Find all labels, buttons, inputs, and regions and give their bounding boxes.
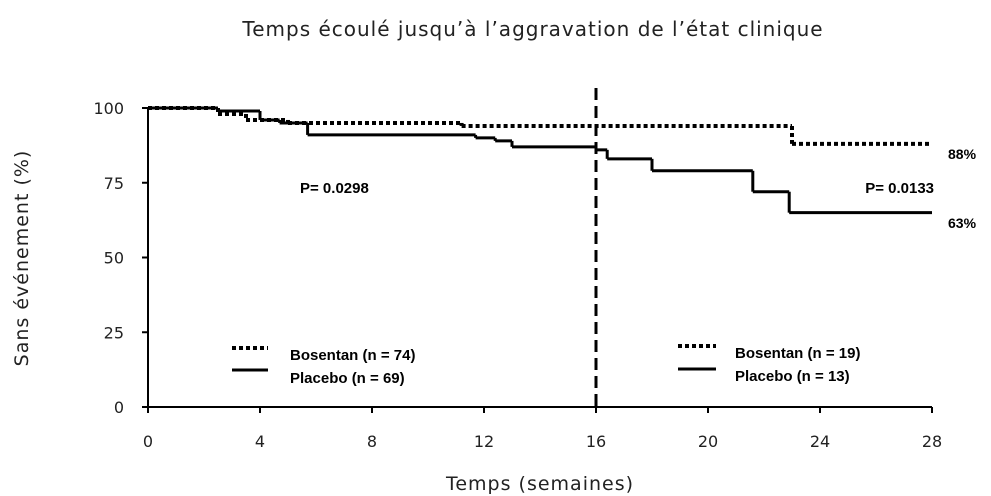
y-tick-label: 0 xyxy=(114,398,124,417)
y-tick-label: 75 xyxy=(104,174,124,193)
annotation: P= 0.0298 xyxy=(300,180,369,197)
x-tick-label: 8 xyxy=(367,432,377,451)
x-tick-label: 24 xyxy=(810,432,830,451)
legend-label: Placebo (n = 69) xyxy=(290,370,405,387)
x-tick-label: 0 xyxy=(143,432,153,451)
x-tick-label: 16 xyxy=(586,432,606,451)
legend-label: Bosentan (n = 19) xyxy=(735,345,860,362)
x-tick-label: 4 xyxy=(255,432,265,451)
annotation: 63% xyxy=(948,215,977,231)
y-tick-label: 25 xyxy=(104,323,124,342)
annotation: P= 0.0133 xyxy=(865,180,934,197)
chart-title: Temps écoulé jusqu’à l’aggravation de l’… xyxy=(241,17,823,41)
x-tick-label: 12 xyxy=(474,432,494,451)
y-axis-label: Sans événement (%) xyxy=(11,150,33,367)
legend-label: Bosentan (n = 74) xyxy=(290,347,415,364)
legend-label: Placebo (n = 13) xyxy=(735,368,850,385)
y-tick-label: 50 xyxy=(104,249,124,268)
annotation: 88% xyxy=(948,146,977,162)
x-tick-label: 20 xyxy=(698,432,718,451)
x-axis-label: Temps (semaines) xyxy=(445,473,634,495)
y-tick-label: 100 xyxy=(93,99,124,118)
x-tick-label: 28 xyxy=(922,432,942,451)
